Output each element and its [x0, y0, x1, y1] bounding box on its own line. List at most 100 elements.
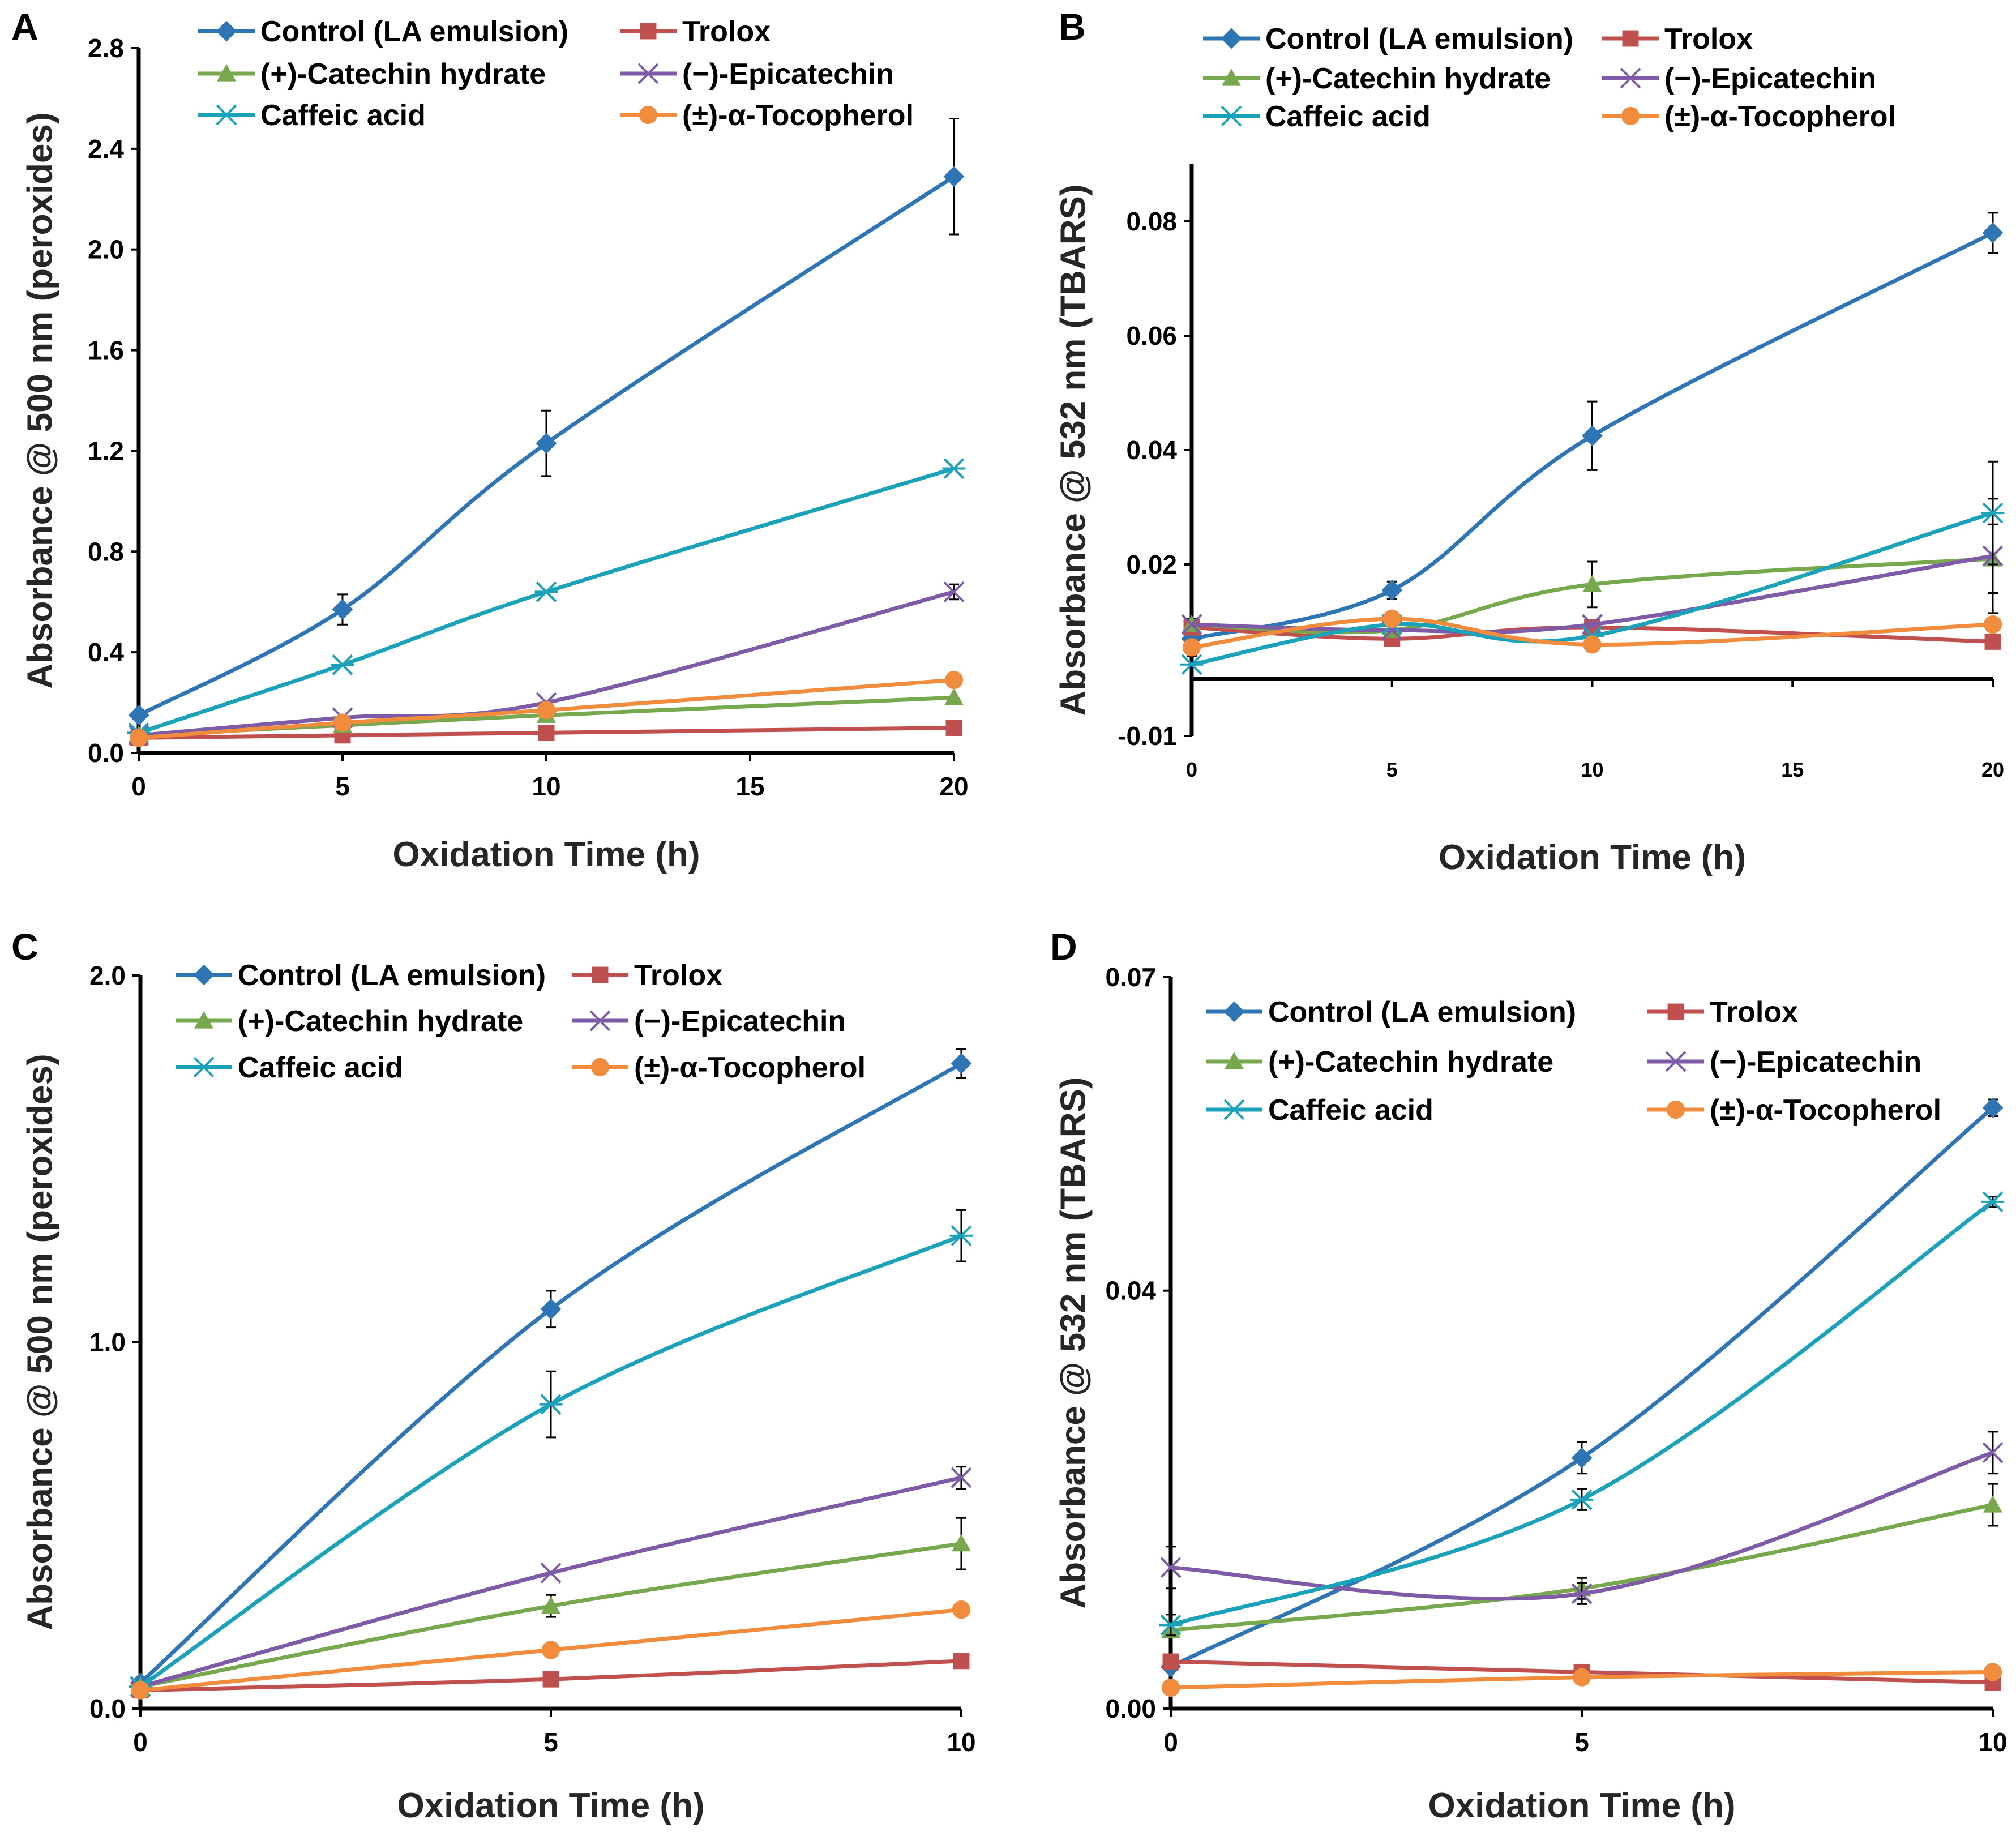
data-point [536, 433, 557, 454]
legend-item-control: Control (LA emulsion) [1206, 996, 1576, 1029]
x-tick-label: 15 [1781, 758, 1804, 781]
data-point [944, 688, 964, 705]
data-point [1382, 609, 1401, 628]
legend-item-caffeic: Caffeic acid [1203, 100, 1431, 133]
data-point [1582, 575, 1602, 592]
data-point [1582, 425, 1603, 447]
legend-marker [1222, 69, 1241, 86]
data-point [1570, 1489, 1594, 1510]
series-tocopherol [1161, 1663, 2002, 1697]
legend-item-epicatechin: (−)-Epicatechin [1602, 62, 1876, 95]
legend-marker [215, 104, 238, 126]
data-point [1983, 1663, 2002, 1681]
x-tick-label: 10 [1581, 758, 1603, 781]
series-line [1191, 231, 1994, 641]
data-point [1571, 1447, 1593, 1469]
data-point [942, 458, 966, 479]
legend: Control (LA emulsion) Trolox (+)-Catechin … [1203, 23, 1896, 133]
legend-marker [1620, 67, 1641, 89]
legend-label: Control (LA emulsion) [1265, 23, 1573, 55]
legend-marker [592, 966, 609, 983]
legend-label: Caffeic acid [1268, 1094, 1433, 1127]
y-tick-label: 2.0 [88, 235, 124, 264]
legend-label: Caffeic acid [238, 1051, 403, 1084]
y-tick-label: 1.2 [88, 436, 124, 465]
legend-label: Caffeic acid [1265, 100, 1431, 133]
y-tick-label: 2.4 [88, 134, 124, 164]
series-line [138, 726, 955, 740]
series-control [128, 118, 965, 726]
data-point [943, 581, 965, 602]
legend-item-caffeic: Caffeic acid [198, 99, 426, 132]
legend-marker [1665, 1051, 1687, 1072]
legend-item-epicatechin: (−)-Epicatechin [620, 58, 894, 91]
data-point [538, 724, 555, 741]
x-tick-label: 5 [1574, 1727, 1589, 1757]
data-point [542, 1671, 559, 1688]
legend-item-catechin: (+)-Catechin hydrate [176, 1005, 523, 1038]
data-point [537, 701, 556, 720]
panel-letter-D: D [1050, 926, 1077, 968]
series-epicatechin [1160, 1431, 2004, 1605]
data-point [1571, 1583, 1593, 1604]
data-point [534, 581, 558, 602]
y-axis-title: Absorbance @ 532 nm (TBARS) [1054, 185, 1093, 716]
y-axis-title: Absorbance @ 500 nm (peroxides) [21, 112, 60, 688]
data-point [1160, 1557, 1182, 1578]
y-tick-label: 2.0 [89, 961, 126, 990]
data-point [1572, 1668, 1591, 1687]
legend-item-catechin: (+)-Catechin hydrate [1206, 1046, 1553, 1079]
legend-marker [1219, 105, 1243, 127]
data-point [541, 1641, 560, 1659]
legend-label: Trolox [682, 15, 771, 48]
y-tick-label: 0.07 [1105, 962, 1156, 992]
legend-item-caffeic: Caffeic acid [176, 1051, 403, 1084]
legend-item-trolox: Trolox [1647, 996, 1798, 1029]
series-trolox [132, 1653, 970, 1699]
legend-marker [589, 1010, 611, 1032]
legend-label: (−)-Epicatechin [682, 58, 894, 91]
series-line [1191, 617, 1993, 649]
y-tick-label: 0.08 [1126, 207, 1177, 236]
legend-item-tocopherol: (±)-α-Tocopherol [620, 99, 914, 132]
legend-label: (±)-α-Tocopherol [1664, 100, 1896, 133]
data-point [333, 713, 352, 732]
legend-label: (+)-Catechin hydrate [260, 58, 546, 91]
x-tick-label: 0 [131, 772, 146, 801]
x-tick-label: 20 [1981, 758, 2004, 781]
legend-marker [216, 20, 237, 42]
series-line [138, 678, 955, 740]
data-point [952, 1534, 971, 1552]
legend-label: Control (LA emulsion) [260, 15, 568, 48]
y-axis-title: Absorbance @ 500 nm (peroxides) [21, 1054, 60, 1630]
legend-label: (+)-Catechin hydrate [1265, 62, 1551, 95]
series-line [138, 174, 955, 717]
legend-marker [637, 63, 659, 84]
x-tick-label: 5 [1386, 758, 1398, 781]
x-axis-title: Oxidation Time (h) [1428, 1786, 1735, 1825]
series-tocopherol [129, 670, 964, 747]
legend-label: (±)-α-Tocopherol [634, 1051, 866, 1084]
data-point [1182, 638, 1201, 657]
y-tick-label: 2.8 [88, 33, 124, 63]
chart-panel-B: B -0.01 0.02 0.04 0.06 0.08 0 5 10 15 20 Oxidation … [1054, 6, 2005, 877]
series-caffeic [1159, 1191, 2005, 1637]
x-tick-label: 20 [939, 772, 968, 801]
legend: Control (LA emulsion) Trolox (+)-Catechin … [176, 959, 866, 1084]
legend-label: Trolox [1664, 23, 1753, 55]
series-caffeic [129, 1209, 973, 1697]
data-point [331, 654, 354, 675]
legend-marker [590, 1058, 610, 1077]
data-point [1983, 1495, 2002, 1513]
legend-item-trolox: Trolox [572, 959, 722, 992]
legend-marker [1621, 106, 1640, 126]
x-tick-label: 0 [1163, 1727, 1178, 1757]
x-tick-label: 10 [947, 1727, 975, 1757]
legend-item-tocopherol: (±)-α-Tocopherol [1647, 1094, 1941, 1127]
legend-item-control: Control (LA emulsion) [1203, 23, 1573, 55]
x-tick-label: 0 [133, 1727, 148, 1757]
data-point [541, 1596, 560, 1614]
y-tick-label: 0.8 [88, 537, 124, 566]
legend-marker [1223, 1001, 1245, 1022]
y-tick-label: -0.01 [1118, 721, 1177, 751]
